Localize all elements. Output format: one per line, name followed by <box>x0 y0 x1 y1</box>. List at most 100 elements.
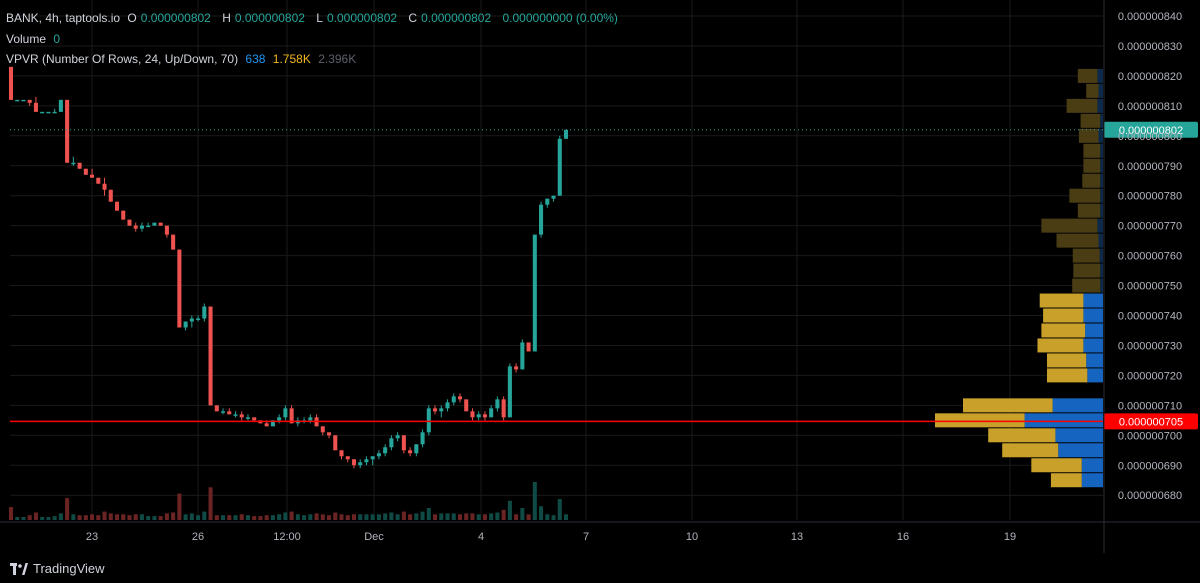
candle-body <box>445 402 450 409</box>
candle-body <box>239 414 244 418</box>
vp-down-bar <box>1082 173 1101 188</box>
price-tick-label: 0.000000810 <box>1118 101 1182 113</box>
time-tick-label: 4 <box>478 531 484 543</box>
volume-bar <box>482 514 487 520</box>
candle-body <box>333 435 338 451</box>
candle-body <box>264 423 269 427</box>
candle-body <box>245 417 250 419</box>
volume-bar <box>501 509 506 520</box>
volume-bar <box>495 512 500 520</box>
vp-up-bar <box>1100 173 1103 188</box>
volume-bar <box>245 515 250 520</box>
poc-tag <box>1104 413 1198 430</box>
candle-body <box>551 195 556 199</box>
candle-body <box>514 366 519 370</box>
vp-up-bar <box>1097 218 1103 233</box>
symbol-label: BANK, 4h, taptools.io <box>6 11 121 25</box>
candle-body <box>433 408 438 412</box>
vp-down-bar <box>1083 158 1101 173</box>
volume-bar <box>364 514 369 520</box>
candle-body <box>383 447 388 454</box>
brand-name: TradingView <box>33 561 105 576</box>
last-price-tag <box>1104 121 1198 138</box>
candle-body <box>214 405 219 412</box>
ohlc-legend: BANK, 4h, taptools.io O 0.000000802 H 0.00… <box>6 10 622 26</box>
vp-up-bar <box>1024 413 1103 428</box>
volume-bar <box>526 514 531 520</box>
candle-body <box>470 411 475 418</box>
candle-body <box>320 426 325 433</box>
volume-bar <box>46 517 51 520</box>
vp-up-bar <box>1083 293 1103 308</box>
candle-body <box>158 222 163 226</box>
volume-bar <box>532 482 537 520</box>
vp-down-bar <box>1041 323 1086 338</box>
vp-up-bar <box>1097 68 1103 83</box>
volume-bar <box>401 511 406 520</box>
volume-bar <box>333 512 338 520</box>
volume-bar <box>233 515 238 520</box>
volume-bar <box>327 515 332 520</box>
vp-down-bar <box>1050 473 1082 488</box>
candle-body <box>164 225 169 235</box>
volume-legend: Volume 0 <box>6 31 64 47</box>
candle-body <box>308 417 313 421</box>
candle-body <box>90 174 95 178</box>
vp-up-bar <box>1100 203 1103 218</box>
volume-bar <box>90 514 95 520</box>
tradingview-logo[interactable]: TradingView <box>10 561 105 576</box>
vp-down-bar <box>1066 98 1098 113</box>
volume-bar <box>289 511 294 520</box>
vpvr-legend: VPVR (Number Of Rows, 24, Up/Down, 70) 6… <box>6 51 360 67</box>
volume-bar <box>121 514 126 520</box>
vp-up-bar <box>1100 278 1103 293</box>
vp-down-bar <box>1047 353 1087 368</box>
volume-bar <box>520 508 525 520</box>
price-tick-label: 0.000000780 <box>1118 191 1182 203</box>
candle-body <box>451 396 456 403</box>
price-axis: 0.000000840 0.000000830 0.000000820 0.00000… <box>1103 0 1182 553</box>
volume-bar <box>507 500 512 520</box>
candle-body <box>152 222 157 226</box>
volume-bar <box>383 513 388 520</box>
time-tick-label: 23 <box>86 531 98 543</box>
candle-body <box>96 177 101 184</box>
volume-bar <box>252 516 257 520</box>
candle-body <box>351 459 357 466</box>
volume-bar <box>202 511 207 520</box>
volume-bar <box>220 515 226 520</box>
volume-bar <box>183 514 188 520</box>
vp-up-bar <box>1098 128 1103 143</box>
candle-body <box>439 408 444 412</box>
candle-body <box>563 129 569 139</box>
volume-bar <box>320 514 325 520</box>
volume-bar <box>439 513 444 520</box>
price-tick-label: 0.000000820 <box>1118 71 1182 83</box>
volume-bar <box>164 513 169 520</box>
vp-down-bar <box>935 413 1025 428</box>
price-tick-label: 0.000000840 <box>1118 11 1182 23</box>
vp-down-bar <box>1037 338 1084 353</box>
volume-bar <box>370 514 375 520</box>
candle-body <box>408 450 413 454</box>
price-tick-label: 0.000000720 <box>1118 370 1182 382</box>
vp-up-bar <box>1083 308 1103 323</box>
volume-bars <box>8 482 569 520</box>
price-tick-label: 0.000000770 <box>1118 221 1182 233</box>
candle-body <box>189 318 194 322</box>
time-tick-label: Dec <box>364 531 384 543</box>
vp-up-bar <box>1100 263 1103 278</box>
time-tick-label: 10 <box>686 531 698 543</box>
volume-bar <box>302 515 307 520</box>
volume-bar <box>52 516 57 520</box>
time-tick-label: 13 <box>791 531 803 543</box>
vpvr-total-value: 2.396K <box>318 52 357 66</box>
vpvr-up-value: 638 <box>245 52 266 66</box>
candle-body <box>65 99 70 163</box>
candle-body <box>171 234 176 250</box>
vp-down-bar <box>1077 203 1101 218</box>
volume-bar <box>127 515 132 520</box>
candle-body <box>233 414 238 416</box>
candle-body <box>401 435 406 451</box>
